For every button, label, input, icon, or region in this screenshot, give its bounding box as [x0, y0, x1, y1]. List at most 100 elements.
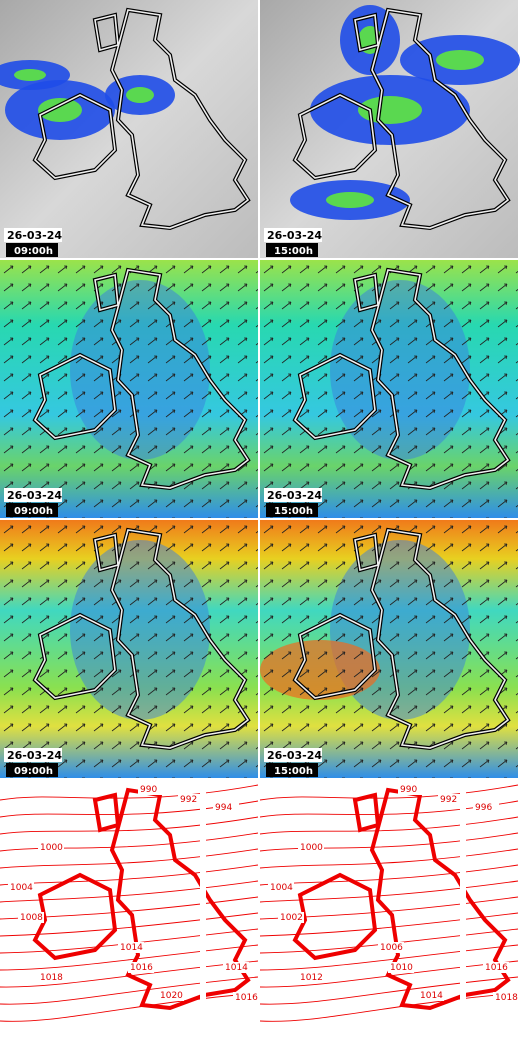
isobar-label: 1020 — [160, 991, 183, 1001]
isobar-label-bg — [8, 882, 34, 893]
isobar-label: 1014 — [225, 963, 248, 973]
date-box — [4, 748, 62, 762]
time-box — [6, 763, 58, 777]
isobar-label: 1004 — [10, 883, 33, 893]
date-label: 26-03-24 — [267, 749, 322, 762]
isobar — [0, 848, 259, 869]
isobar — [0, 832, 259, 852]
time-label: 09:00h — [14, 766, 53, 777]
time-box — [266, 243, 318, 257]
time-box — [6, 503, 58, 517]
map-panel: 990 992 994 1000 1004 1008 1014 1016 1018 1020 101… — [0, 780, 259, 1040]
isobar-label: 1010 — [390, 963, 413, 973]
strip — [460, 780, 466, 1040]
isobar-label-bg — [38, 972, 64, 983]
precip-core — [326, 192, 374, 208]
isobar-label: 1004 — [270, 883, 293, 893]
isobar-label-bg — [388, 962, 414, 973]
isobar-label-bg — [178, 794, 204, 805]
isobar-label-bg — [38, 842, 64, 853]
precip-core — [14, 69, 46, 81]
time-box — [266, 503, 318, 517]
map-panel: 26-03-24 15:00h — [260, 0, 520, 259]
time-label: 15:00h — [274, 246, 313, 257]
isobar-label: 1000 — [40, 843, 63, 853]
precip-core — [38, 98, 82, 122]
isobar-label-bg — [438, 794, 464, 805]
isobar — [0, 880, 259, 903]
isobar-label: 990 — [140, 785, 157, 795]
isobar-label-bg — [138, 784, 164, 795]
time-box — [6, 243, 58, 257]
isobar-label-bg — [298, 842, 324, 853]
date-label: 26-03-24 — [7, 749, 62, 762]
time-label: 15:00h — [274, 766, 313, 777]
strip — [200, 780, 206, 1040]
isobar-label-bg — [278, 912, 304, 923]
isobar — [0, 992, 259, 1022]
map-panel: 26-03-24 09:00h — [0, 260, 259, 519]
isobar-label-bg — [18, 912, 44, 923]
isobar — [0, 976, 259, 1005]
isobar — [259, 880, 519, 903]
precip-core — [126, 87, 154, 103]
date-label: 26-03-24 — [267, 229, 322, 242]
isobar-label-bg — [128, 962, 154, 973]
precip-core — [436, 50, 484, 70]
isobar-label: 996 — [475, 803, 492, 813]
time-box — [266, 763, 318, 777]
date-box — [264, 488, 322, 502]
date-label: 26-03-24 — [7, 229, 62, 242]
isobar-label: 1014 — [420, 991, 443, 1001]
isobar — [0, 960, 259, 988]
time-label: 09:00h — [14, 506, 53, 517]
isobar — [259, 960, 519, 988]
date-label: 26-03-24 — [267, 489, 322, 502]
isobar-label: 1012 — [300, 973, 323, 983]
isobar-label: 992 — [180, 795, 197, 805]
isobar-label: 1016 — [485, 963, 508, 973]
isobar — [0, 800, 259, 818]
time-label: 09:00h — [14, 246, 53, 257]
isobar-label-bg — [158, 990, 184, 1001]
isobar-label-bg — [268, 882, 294, 893]
isobar — [259, 992, 519, 1022]
isobar — [259, 912, 519, 937]
time-label: 15:00h — [274, 506, 313, 517]
isobar — [259, 848, 519, 869]
date-box — [264, 748, 322, 762]
isobar-label-bg — [233, 992, 259, 1003]
isobar-label-bg — [378, 942, 404, 953]
isobar-label-bg — [398, 784, 424, 795]
isobar-label: 1016 — [130, 963, 153, 973]
isobar-label-bg — [223, 962, 249, 973]
isobar-label: 992 — [440, 795, 457, 805]
isobar — [259, 800, 519, 818]
isobar-label: 1002 — [280, 913, 303, 923]
map-panel: 26-03-24 09:00h — [0, 0, 259, 259]
isobar — [259, 976, 519, 1005]
isobar-label-bg — [298, 972, 324, 983]
isobar — [0, 944, 259, 971]
precip-core — [358, 96, 422, 124]
isobar-label-bg — [483, 962, 509, 973]
date-box — [4, 488, 62, 502]
isobar-label-bg — [473, 802, 499, 813]
map-panel: 26-03-24 15:00h — [260, 260, 519, 519]
isobar — [259, 832, 519, 852]
date-box — [264, 228, 322, 242]
isobar-label: 1014 — [120, 943, 143, 953]
isobar-label: 1016 — [235, 993, 258, 1003]
isobar-label-bg — [118, 942, 144, 953]
isobar-label: 1006 — [380, 943, 403, 953]
map-panel: 990 992 996 1000 1004 1002 1006 1010 1012 1014 101… — [259, 780, 519, 1040]
map-panel: 26-03-24 09:00h — [0, 520, 259, 779]
isobar-label: 990 — [400, 785, 417, 795]
date-label: 26-03-24 — [7, 489, 62, 502]
isobar-label: 1018 — [40, 973, 63, 983]
map-panel: 26-03-24 15:00h — [260, 520, 519, 779]
isobar-label-bg — [418, 990, 444, 1001]
isobar-label: 1018 — [495, 993, 518, 1003]
